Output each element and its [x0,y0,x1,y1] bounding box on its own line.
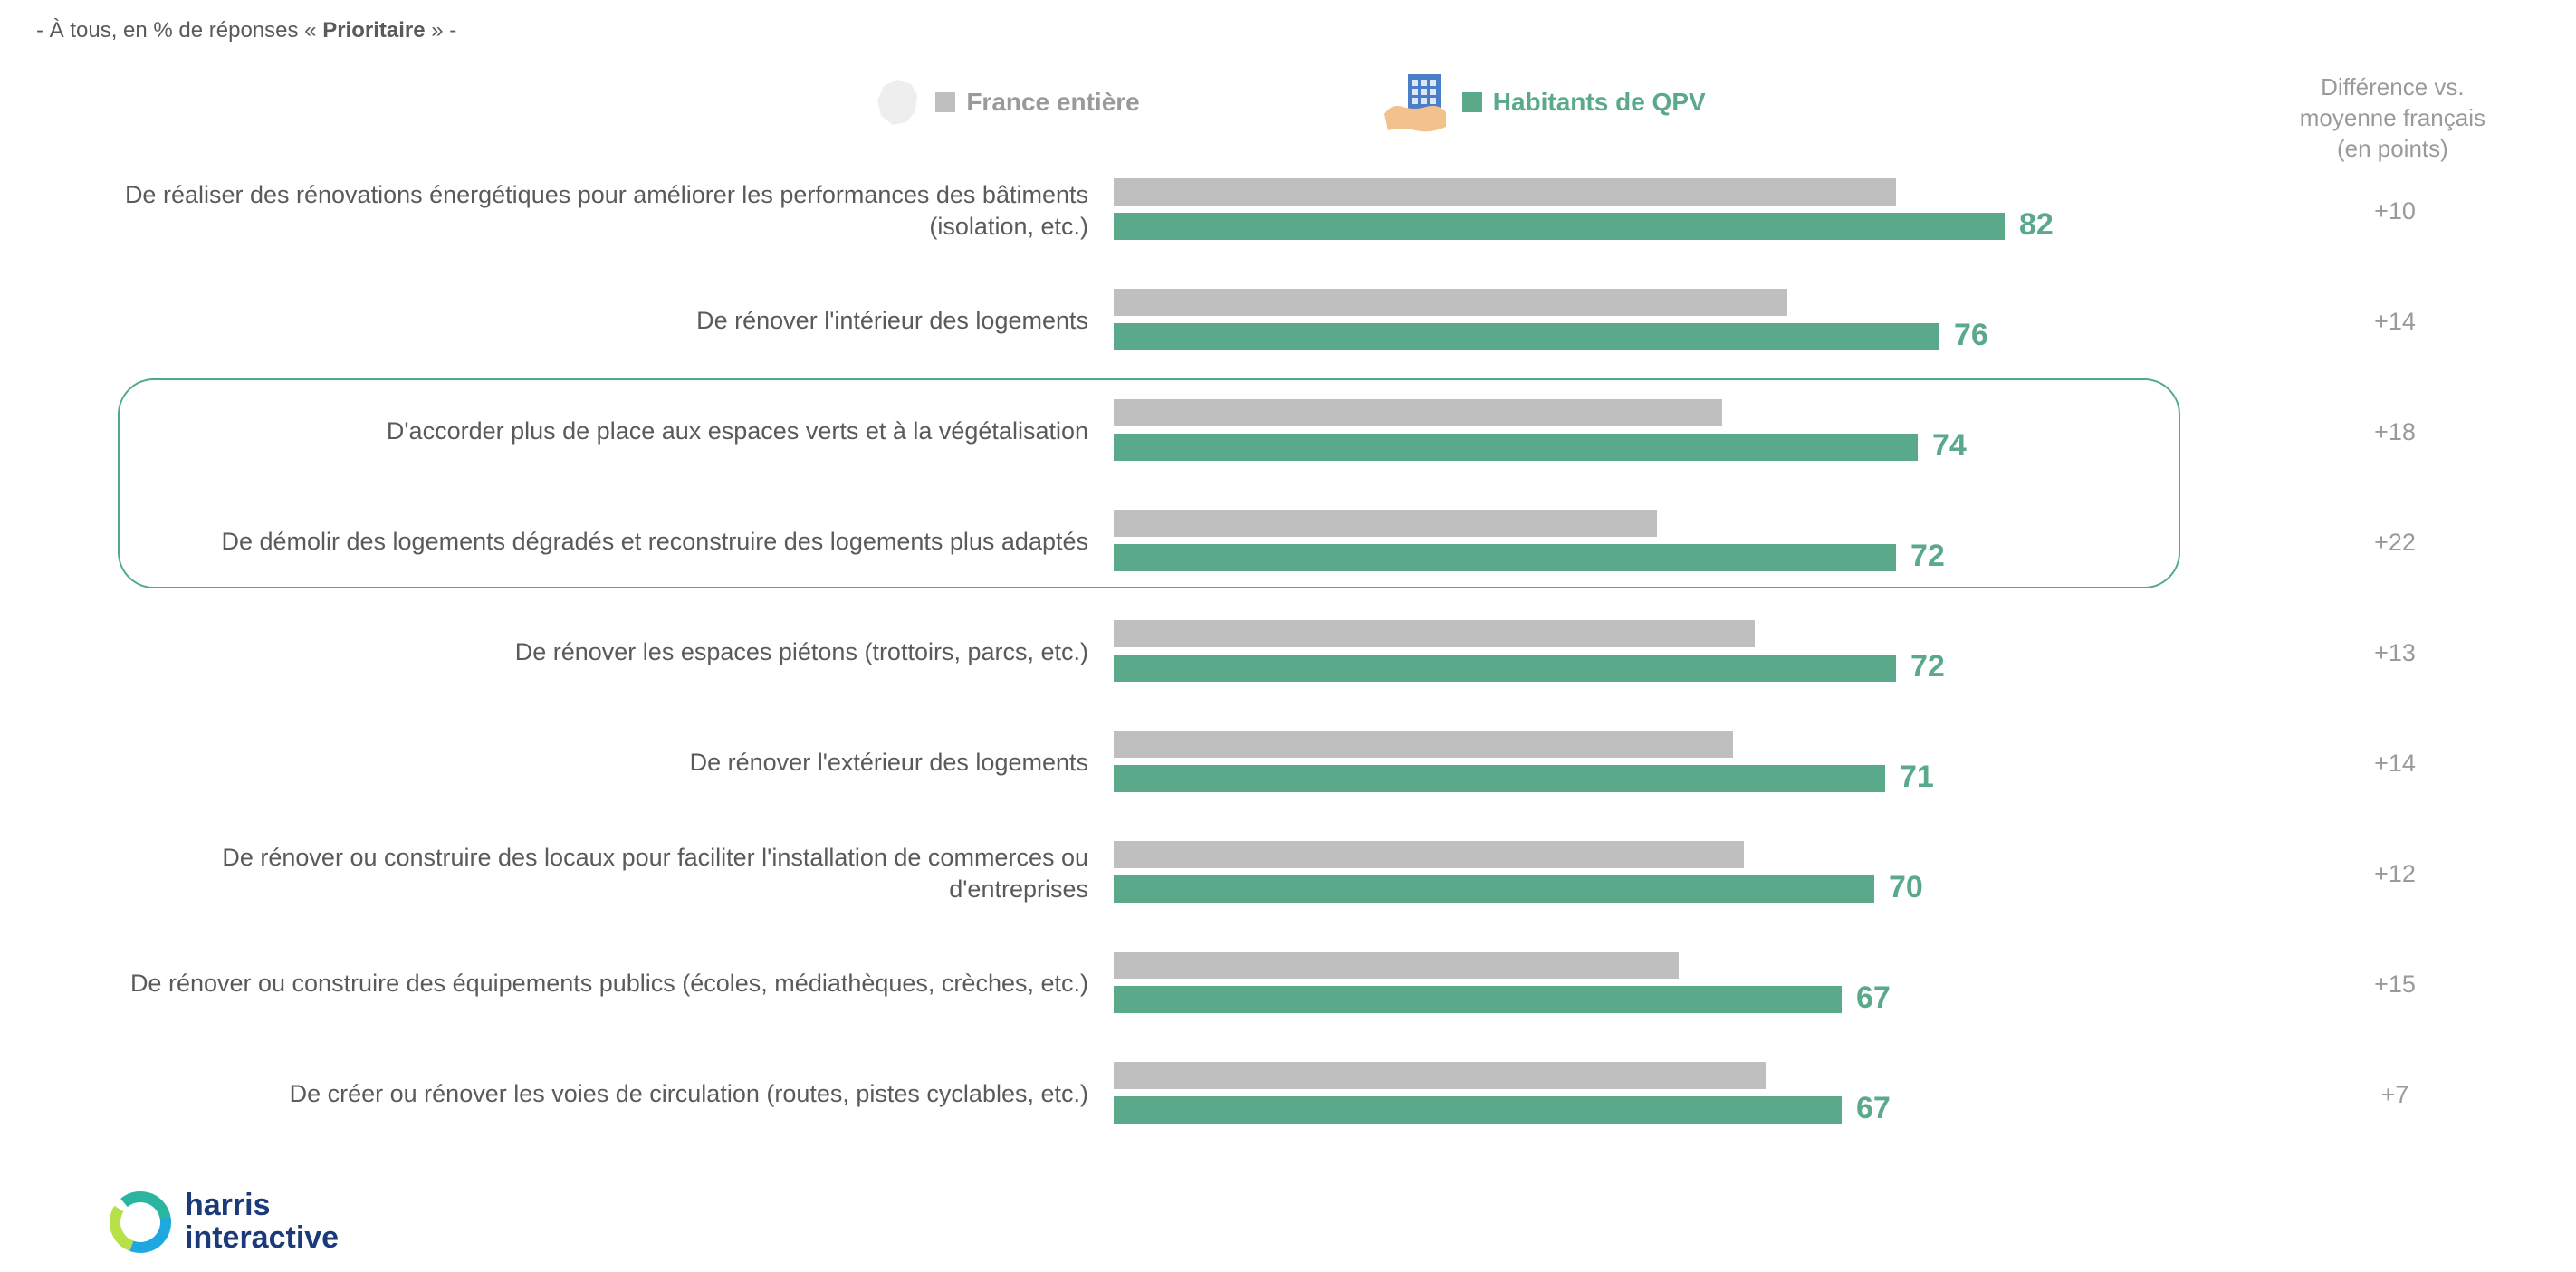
subtitle-bold: Prioritaire [322,18,425,43]
bar-france [1114,510,1657,537]
diff-header-line3: (en points) [2300,134,2485,165]
bar-value-label: 70 [1889,870,1923,905]
bars-cell: 74 [1114,396,2200,468]
category-label: De rénover ou construire des locaux pour… [109,842,1114,905]
bar-france [1114,952,1679,979]
footer-logo: harris interactive [109,1190,2540,1254]
bar-qpv [1114,323,1939,350]
chart-row: De rénover ou construire des locaux pour… [109,833,2485,914]
subtitle-prefix: - À tous, en % de réponses « [36,18,322,43]
bar-value-label: 74 [1932,428,1967,464]
chart-legend: France entière Habitants de QPV [36,71,2540,134]
bar-france [1114,1062,1766,1089]
bar-value-label: 82 [2019,207,2054,243]
legend-swatch-qpv [1462,92,1482,112]
bar-qpv [1114,544,1896,571]
brand-line1: harris [185,1190,339,1222]
bar-value-label: 76 [1954,318,1988,353]
bars-cell: 70 [1114,837,2200,910]
bar-value-label: 67 [1856,1091,1891,1126]
bar-france [1114,178,1896,206]
legend-label-france: France entière [966,88,1139,117]
bars-cell: 72 [1114,617,2200,689]
category-label: De démolir des logements dégradés et rec… [109,526,1114,558]
chart-subtitle: - À tous, en % de réponses « Prioritaire… [36,18,2540,43]
diff-value: +10 [2304,197,2485,225]
bar-qpv [1114,213,2005,240]
bar-qpv [1114,1096,1842,1124]
bars-cell: 71 [1114,727,2200,799]
bars-cell: 67 [1114,948,2200,1020]
bars-cell: 67 [1114,1058,2200,1131]
chart-row: D'accorder plus de place aux espaces ver… [109,391,2485,473]
category-label: De réaliser des rénovations énergétiques… [109,179,1114,243]
legend-label-qpv: Habitants de QPV [1493,88,1706,117]
diff-value: +18 [2304,418,2485,446]
category-label: D'accorder plus de place aux espaces ver… [109,416,1114,447]
bar-value-label: 71 [1900,760,1934,795]
france-map-icon [870,75,924,129]
category-label: De rénover ou construire des équipements… [109,968,1114,999]
diff-value: +14 [2304,750,2485,778]
diff-value: +22 [2304,529,2485,557]
bar-france [1114,289,1787,316]
bar-france [1114,399,1722,426]
bars-cell: 72 [1114,506,2200,579]
chart-row: De rénover les espaces piétons (trottoir… [109,612,2485,693]
legend-item-france: France entière [870,75,1139,129]
bar-qpv [1114,434,1918,461]
diff-value: +13 [2304,639,2485,667]
bar-chart: De réaliser des rénovations énergétiques… [109,170,2485,1135]
bar-value-label: 72 [1910,539,1945,574]
qpv-building-icon [1375,71,1451,134]
chart-row: De démolir des logements dégradés et rec… [109,502,2485,583]
bar-qpv [1114,765,1885,792]
subtitle-suffix: » - [426,18,457,43]
category-label: De rénover les espaces piétons (trottoir… [109,636,1114,668]
legend-swatch-france [935,92,955,112]
bar-france [1114,731,1733,758]
diff-value: +12 [2304,860,2485,888]
diff-header-line1: Différence vs. [2300,72,2485,103]
harris-logo-icon [109,1191,172,1254]
diff-value: +15 [2304,971,2485,999]
bars-cell: 82 [1114,175,2200,247]
harris-logo-text: harris interactive [185,1190,339,1254]
diff-value: +14 [2304,308,2485,336]
diff-column-header: Différence vs. moyenne français (en poin… [2300,72,2485,164]
category-label: De créer ou rénover les voies de circula… [109,1078,1114,1110]
brand-line2: interactive [185,1222,339,1255]
bar-value-label: 67 [1856,980,1891,1016]
diff-value: +7 [2304,1081,2485,1109]
bar-value-label: 72 [1910,649,1945,684]
legend-item-qpv: Habitants de QPV [1375,71,1706,134]
bar-qpv [1114,655,1896,682]
category-label: De rénover l'intérieur des logements [109,305,1114,337]
bar-france [1114,841,1744,868]
bar-qpv [1114,986,1842,1013]
bar-qpv [1114,875,1874,903]
chart-row: De réaliser des rénovations énergétiques… [109,170,2485,252]
chart-row: De rénover l'intérieur des logements 76 +1… [109,281,2485,362]
chart-row: De rénover ou construire des équipements… [109,943,2485,1025]
chart-row: De créer ou rénover les voies de circula… [109,1054,2485,1135]
bar-france [1114,620,1755,647]
chart-row: De rénover l'extérieur des logements 71 +1… [109,722,2485,804]
diff-header-line2: moyenne français [2300,103,2485,134]
bars-cell: 76 [1114,285,2200,358]
category-label: De rénover l'extérieur des logements [109,747,1114,779]
